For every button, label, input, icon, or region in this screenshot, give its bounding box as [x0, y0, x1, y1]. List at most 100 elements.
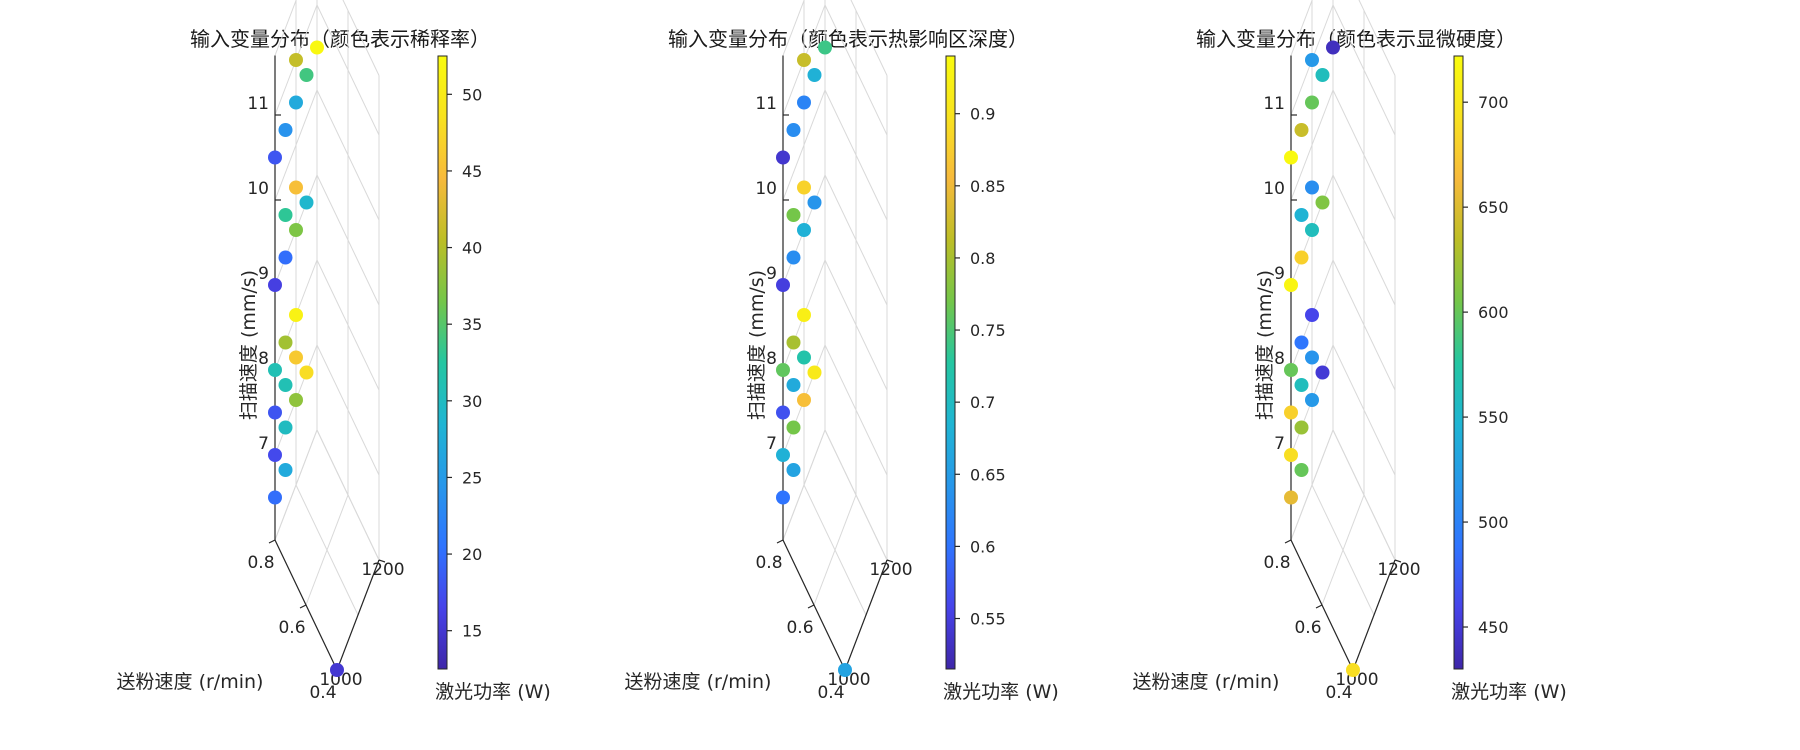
chart-panel-1: 输入变量分布（颜色表示稀释率） 7 8 9 10 11 0.4 0.6 0.8 1000 1200 送…	[117, 0, 551, 703]
scatter-point	[278, 123, 293, 137]
x-tick-label: 0.6	[1294, 618, 1321, 638]
scatter-point	[776, 278, 790, 292]
colorbar-tick-label: 0.9	[970, 105, 995, 124]
colorbar-tick-label: 650	[1478, 198, 1509, 217]
scatter-point	[776, 150, 790, 165]
scatter-point	[1284, 448, 1298, 462]
y-axis-line	[1352, 559, 1396, 671]
scatter-point	[278, 250, 293, 265]
x-axis-label: 送粉速度 (r/min)	[117, 671, 264, 693]
scatter-point	[268, 150, 282, 165]
scatter-point	[268, 448, 282, 462]
grid-line	[782, 429, 826, 541]
scatter-points	[268, 40, 344, 677]
colorbar-gradient	[1454, 56, 1463, 669]
scatter-point	[786, 123, 801, 137]
z-tick-label: 7	[766, 434, 777, 454]
x-tick-mark	[807, 604, 815, 609]
scatter-point	[1305, 393, 1319, 407]
colorbar-tick-label: 0.85	[970, 177, 1006, 196]
y-axis-line	[844, 559, 888, 671]
colorbar-tick-label: 0.75	[970, 321, 1006, 340]
x-tick-mark	[776, 539, 784, 544]
colorbar-tick-label: 450	[1478, 618, 1509, 637]
scatter-point	[299, 68, 314, 82]
z-axis-label: 扫描速度 (mm/s)	[238, 270, 260, 420]
scatter-point	[278, 335, 293, 350]
grid-line	[1321, 494, 1365, 606]
colorbar-tick-label: 25	[462, 468, 482, 487]
colorbar-gradient	[438, 56, 447, 669]
y-tick-mark	[378, 559, 386, 563]
chart-title: 输入变量分布（颜色表示显微硬度）	[1196, 27, 1516, 51]
x-tick-label: 0.8	[1263, 553, 1290, 573]
grid-line	[274, 429, 318, 541]
scatter-point	[1294, 335, 1309, 350]
scatter-point	[786, 208, 801, 222]
scatter-point	[289, 180, 303, 195]
y-tick-label: 1200	[869, 560, 912, 580]
colorbar-gradient	[946, 56, 955, 669]
y-axis-label: 激光功率 (W)	[1451, 681, 1567, 703]
scatter-point	[786, 463, 801, 477]
colorbar-tick-label: 15	[462, 622, 482, 641]
z-axis-label: 扫描速度 (mm/s)	[1254, 270, 1276, 420]
scatter-point	[1284, 363, 1298, 377]
scatter-point	[1326, 40, 1340, 55]
colorbar-tick-label: 500	[1478, 513, 1509, 532]
scatter-point	[786, 378, 801, 392]
z-tick-label: 10	[247, 179, 269, 199]
z-tick-label: 8	[766, 349, 777, 369]
scatter-point	[289, 95, 303, 110]
colorbar-tick-label: 50	[462, 85, 482, 104]
scatter-point	[1284, 278, 1298, 292]
chart-panel-3: 输入变量分布（颜色表示显微硬度） 7 8 9 10 11 0.4 0.6 0.8 1000 1200…	[1133, 0, 1567, 703]
z-tick-label: 7	[258, 434, 269, 454]
z-tick-label: 8	[258, 349, 269, 369]
y-tick-label: 1200	[1377, 560, 1420, 580]
scatter-point	[1346, 663, 1360, 677]
scatter-point	[278, 463, 293, 477]
scatter-point	[278, 420, 293, 435]
scatter-point	[797, 308, 811, 322]
scatter-point	[289, 223, 303, 237]
scatter-point	[1294, 250, 1309, 265]
grid	[1290, 0, 1396, 671]
chart-title: 输入变量分布（颜色表示热影响区深度）	[668, 27, 1028, 51]
z-tick-label: 10	[755, 179, 777, 199]
x-tick-label: 0.4	[309, 683, 336, 703]
scatter-point	[1305, 223, 1319, 237]
y-tick-label: 1200	[361, 560, 404, 580]
scatter-point	[1315, 68, 1330, 82]
scatter-point	[797, 350, 811, 365]
scatter-point	[310, 40, 324, 55]
scatter-point	[1294, 208, 1309, 222]
scatter-point	[797, 180, 811, 195]
x-tick-mark	[1315, 604, 1323, 609]
scatter-point	[1284, 150, 1298, 165]
scatter-point	[776, 405, 790, 420]
scatter-point	[299, 365, 314, 380]
z-tick-label: 8	[1274, 349, 1285, 369]
scatter-point	[289, 393, 303, 407]
z-axis-label: 扫描速度 (mm/s)	[746, 270, 768, 420]
colorbar: 15 20 25 30 35 40 45 50	[437, 55, 482, 670]
z-tick-label: 9	[766, 264, 777, 284]
scatter-point	[797, 223, 811, 237]
colorbar-frame	[945, 55, 956, 670]
chart-panel-2: 输入变量分布（颜色表示热影响区深度） 7 8 9 10 11 0.4 0.6 0.8 1000 12…	[625, 0, 1059, 703]
scatter-point	[818, 40, 832, 55]
y-axis-line	[336, 559, 380, 671]
x-tick-label: 0.4	[817, 683, 844, 703]
axes: 7 8 9 10 11 0.4 0.6 0.8 1000 1200	[1263, 55, 1421, 703]
colorbar: 0.55 0.6 0.65 0.7 0.75 0.8 0.85 0.9	[945, 55, 1006, 670]
x-tick-label: 0.8	[755, 553, 782, 573]
scatter-point	[797, 393, 811, 407]
y-tick-mark	[1394, 559, 1402, 563]
colorbar-frame	[1453, 55, 1464, 670]
z-tick-label: 11	[755, 94, 777, 114]
chart-title: 输入变量分布（颜色表示稀释率）	[190, 27, 490, 51]
scatter-point	[786, 335, 801, 350]
scatter-point	[1315, 195, 1330, 210]
